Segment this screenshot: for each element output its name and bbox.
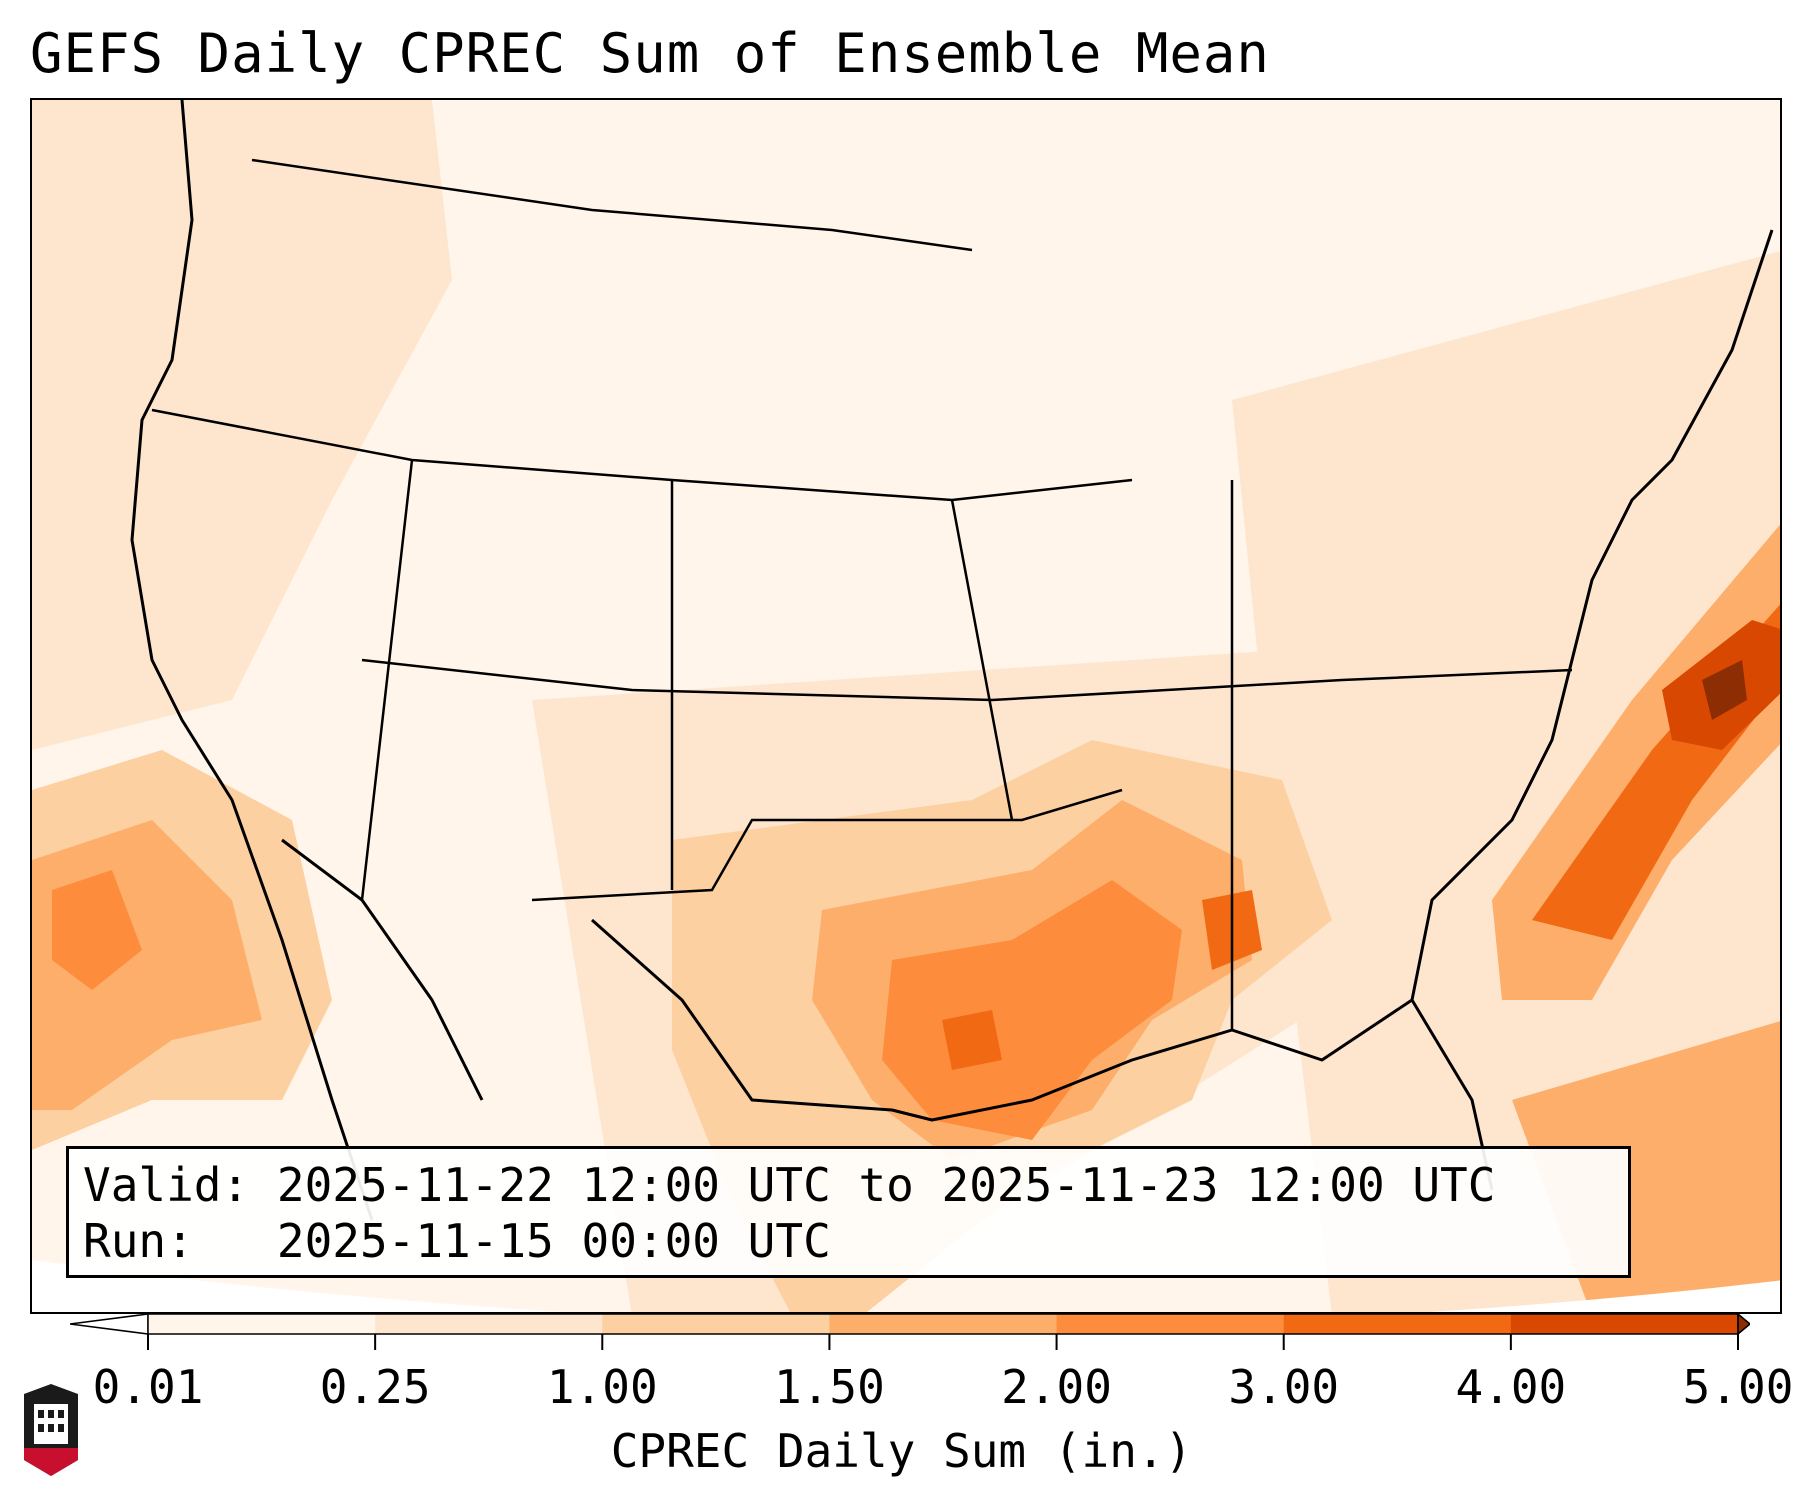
colorbar-tick-label: 1.50	[774, 1360, 885, 1414]
colorbar-tick-label: 2.00	[1001, 1360, 1112, 1414]
pacific-precip-heavy	[52, 870, 142, 990]
valid-label: Valid:	[83, 1158, 250, 1212]
baja-coastline	[281, 838, 484, 1101]
colorbar-segments	[70, 1312, 1750, 1336]
map-canvas	[32, 100, 1780, 1312]
atlantic-coastline	[1410, 229, 1774, 1001]
colorbar-segment	[1056, 1314, 1285, 1334]
colorbar-tick-label: 3.00	[1228, 1360, 1340, 1414]
colorbar-ticks	[147, 1334, 1739, 1350]
run-row: Run: 2025-11-15 00:00 UTC	[83, 1213, 1614, 1269]
colorbar-segment	[829, 1314, 1058, 1334]
east-precip	[1232, 251, 1780, 1312]
gulf-precip-heavy	[882, 880, 1182, 1140]
colorbar-segment	[375, 1314, 603, 1334]
colorbar-arrow-low	[70, 1313, 149, 1335]
plains-divide-line	[950, 499, 1014, 821]
atlantic-precip-max	[1702, 660, 1747, 720]
coastlines	[130, 100, 1774, 1221]
map-title: GEFS Daily CPREC Sum of Ensemble Mean	[30, 22, 1270, 85]
precipitation-map[interactable]	[30, 98, 1782, 1314]
colorbar-segment	[602, 1314, 830, 1334]
central-state-line	[361, 658, 1573, 702]
run-label: Run:	[83, 1214, 194, 1268]
texas-precip-max	[942, 1010, 1002, 1070]
colorbar	[70, 1312, 1750, 1350]
run-value: 2025-11-15 00:00 UTC	[276, 1214, 831, 1268]
southern-state-line	[531, 788, 1123, 902]
colorbar-tick-label: 4.00	[1455, 1360, 1567, 1414]
pacific-coastline	[130, 100, 374, 1221]
colorbar-segment	[148, 1314, 376, 1334]
valid-value: 2025-11-22 12:00 UTC to 2025-11-23 12:00…	[276, 1158, 1496, 1212]
validity-info-box: Valid: 2025-11-22 12:00 UTC to 2025-11-2…	[66, 1146, 1631, 1278]
gulf-coastline	[591, 918, 1494, 1191]
state-borders	[151, 158, 1573, 1030]
colorbar-tick-label: 0.25	[319, 1360, 431, 1414]
west-divide-line	[360, 459, 414, 901]
canada-border	[251, 158, 973, 252]
colorbar-segment	[1510, 1314, 1739, 1334]
colorbar-tick-label: 1.00	[546, 1360, 658, 1414]
colorbar-label: CPREC Daily Sum (in.)	[610, 1424, 1193, 1478]
colorbar-tick-label: 0.01	[92, 1360, 204, 1414]
colorbar-arrow-high	[1737, 1312, 1750, 1336]
valid-row: Valid: 2025-11-22 12:00 UTC to 2025-11-2…	[83, 1157, 1614, 1213]
colorbar-tick-label: 5.00	[1682, 1360, 1794, 1414]
domain-edge	[32, 1260, 1780, 1312]
niu-logo-icon	[24, 1384, 78, 1476]
west-coast-precip	[32, 100, 452, 750]
colorbar-segment	[1283, 1314, 1512, 1334]
